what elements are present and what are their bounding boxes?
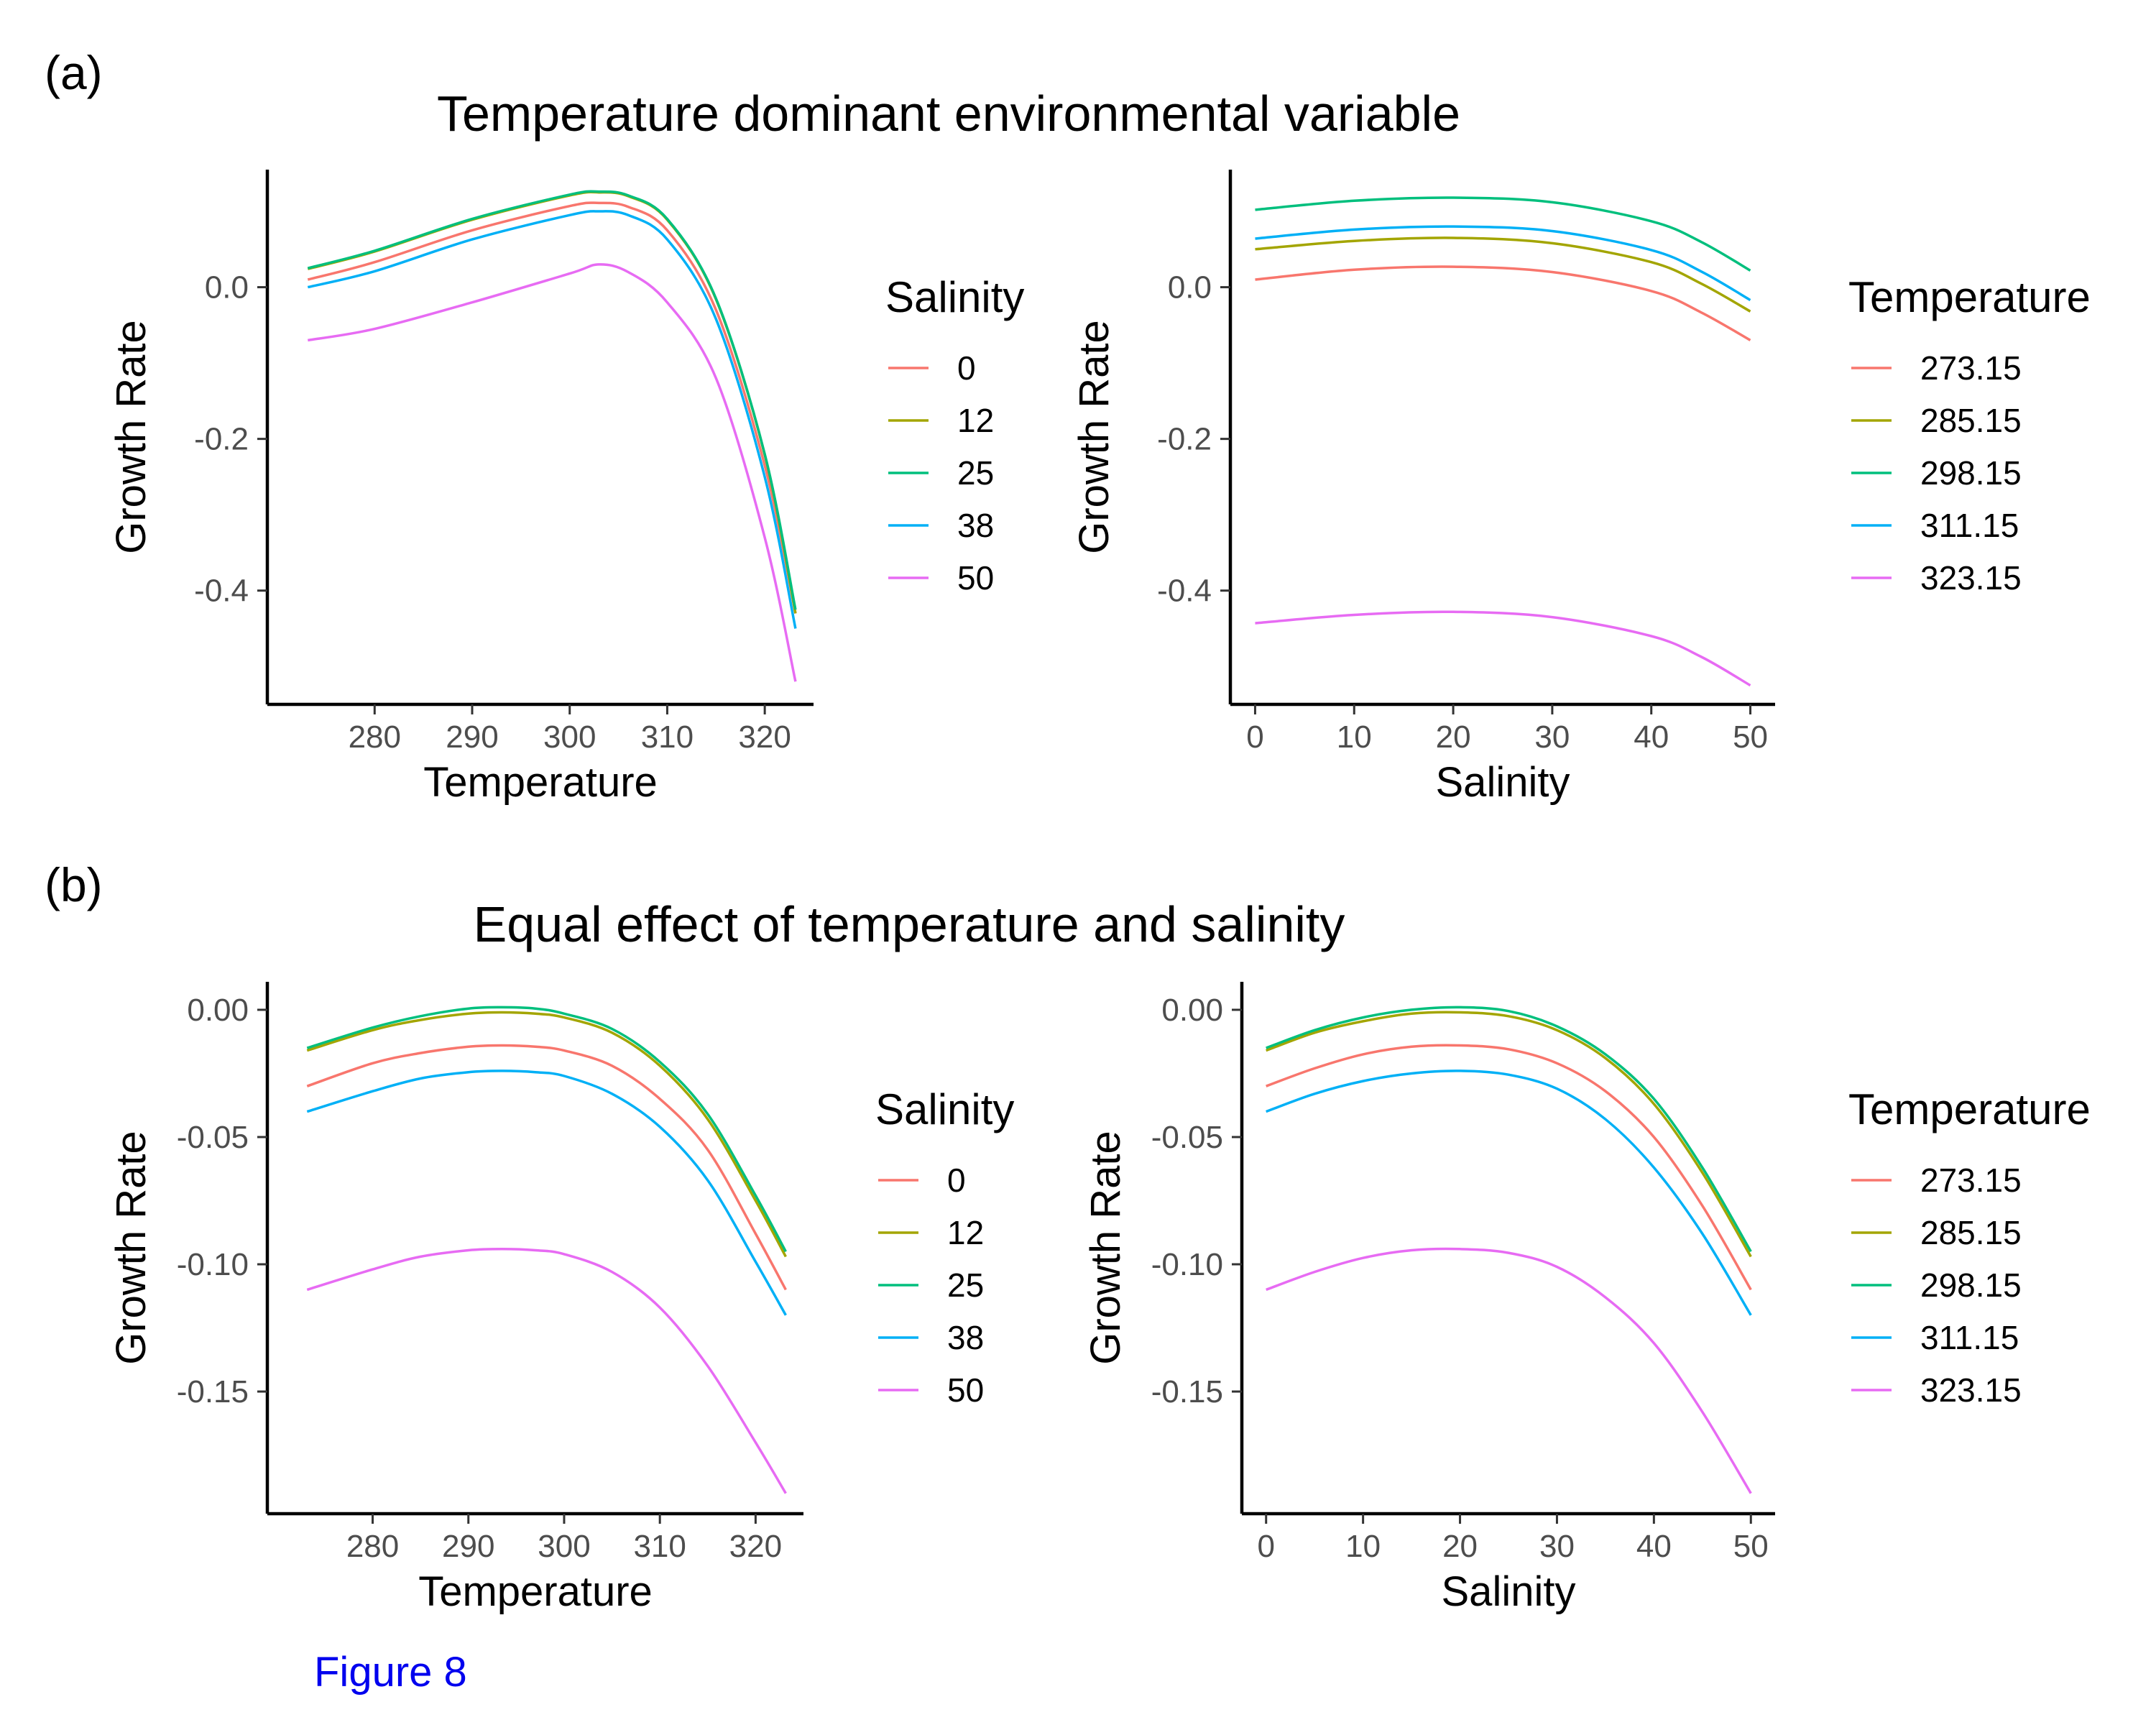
series-line-273.15 bbox=[1266, 1044, 1752, 1291]
chart-b-temperature: 280 290 300 310 320 0.00 -0.05 -0.10 -0.15 Temper… bbox=[108, 982, 1014, 1615]
x-tick-label: 0 bbox=[1246, 719, 1263, 755]
legend-item-label: 323.15 bbox=[1920, 559, 2022, 597]
series-line-298.15 bbox=[1255, 196, 1751, 272]
legend-item-label: 273.15 bbox=[1920, 349, 2022, 387]
x-tick-label: 20 bbox=[1442, 1529, 1478, 1564]
y-tick-label: 0.00 bbox=[1161, 993, 1223, 1028]
x-tick-label: 310 bbox=[641, 719, 694, 755]
panel-a-label: (a) bbox=[45, 46, 103, 99]
x-tick-label: 0 bbox=[1257, 1529, 1274, 1564]
legend-title: Salinity bbox=[875, 1085, 1014, 1133]
legend-item-label: 50 bbox=[957, 559, 994, 597]
legend-item-label: 0 bbox=[947, 1162, 966, 1199]
chart-b-salinity: 0 10 20 30 40 50 0.00 -0.05 -0.10 -0.15 Salinity Gr… bbox=[1082, 982, 2091, 1615]
y-tick-label: 0.0 bbox=[1168, 270, 1212, 305]
x-tick-label: 50 bbox=[1733, 1529, 1769, 1564]
legend-title: Temperature bbox=[1848, 273, 2091, 321]
x-tick-label: 30 bbox=[1534, 719, 1570, 755]
legend-item-label: 298.15 bbox=[1920, 1266, 2022, 1304]
legend-item-label: 285.15 bbox=[1920, 402, 2022, 439]
y-axis-title: Growth Rate bbox=[1082, 1131, 1129, 1365]
x-tick-label: 290 bbox=[446, 719, 498, 755]
x-tick-label: 310 bbox=[633, 1529, 686, 1564]
legend-item-label: 273.15 bbox=[1920, 1162, 2022, 1199]
chart-a-salinity: 0 10 20 30 40 50 0.0 -0.2 -0.4 Salinity Growth Rat… bbox=[1071, 170, 2091, 806]
series-line-311.15 bbox=[1266, 1070, 1752, 1316]
legend-item-label: 25 bbox=[957, 454, 994, 492]
legend-item-label: 12 bbox=[947, 1214, 984, 1251]
legend-title: Salinity bbox=[885, 273, 1024, 321]
series-line-25 bbox=[307, 190, 797, 610]
x-tick-label: 10 bbox=[1345, 1529, 1381, 1564]
series-line-323.15 bbox=[1266, 1247, 1752, 1494]
x-axis-title: Salinity bbox=[1436, 759, 1570, 806]
x-tick-label: 10 bbox=[1337, 719, 1372, 755]
y-axis-title: Growth Rate bbox=[1071, 320, 1118, 554]
y-tick-label: -0.10 bbox=[1151, 1247, 1223, 1282]
legend-item-label: 25 bbox=[947, 1266, 984, 1304]
x-tick-label: 40 bbox=[1636, 1529, 1672, 1564]
panel-b-title: Equal effect of temperature and salinity bbox=[474, 896, 1345, 952]
series-line-285.15 bbox=[1255, 236, 1751, 313]
legend-item-label: 12 bbox=[957, 402, 994, 439]
y-axis-title: Growth Rate bbox=[108, 320, 155, 554]
legend-item-label: 323.15 bbox=[1920, 1371, 2022, 1409]
legend-item-label: 285.15 bbox=[1920, 1214, 2022, 1251]
series-line-323.15 bbox=[1255, 610, 1751, 687]
legend-item-label: 50 bbox=[947, 1371, 984, 1409]
y-tick-label: 0.0 bbox=[205, 270, 249, 305]
legend-item-label: 38 bbox=[947, 1319, 984, 1356]
legend-item-label: 38 bbox=[957, 507, 994, 544]
chart-a-temperature: 280 290 300 310 320 0.0 -0.2 -0.4 Temperature Gro… bbox=[108, 170, 1024, 806]
legend-item-label: 311.15 bbox=[1920, 1319, 2019, 1356]
x-tick-label: 20 bbox=[1436, 719, 1471, 755]
y-tick-label: -0.2 bbox=[1157, 422, 1212, 457]
x-tick-label: 320 bbox=[738, 719, 791, 755]
panel-b-label: (b) bbox=[45, 858, 103, 911]
y-tick-label: -0.05 bbox=[177, 1120, 249, 1155]
x-tick-label: 40 bbox=[1634, 719, 1669, 755]
y-tick-label: -0.4 bbox=[1157, 574, 1212, 609]
series-line-285.15 bbox=[1266, 1011, 1752, 1258]
legend-item-label: 298.15 bbox=[1920, 454, 2022, 492]
series-line-311.15 bbox=[1255, 225, 1751, 302]
series-line-12 bbox=[306, 1011, 787, 1258]
x-tick-label: 280 bbox=[349, 719, 401, 755]
series-line-50 bbox=[306, 1248, 787, 1494]
panel-a-title: Temperature dominant environmental varia… bbox=[437, 86, 1460, 142]
series-line-0 bbox=[306, 1044, 787, 1291]
x-tick-label: 300 bbox=[543, 719, 596, 755]
series-line-50 bbox=[308, 263, 797, 682]
y-tick-label: -0.2 bbox=[194, 422, 249, 457]
y-tick-label: -0.05 bbox=[1151, 1120, 1223, 1155]
x-tick-label: 290 bbox=[442, 1529, 494, 1564]
y-tick-label: -0.15 bbox=[1151, 1374, 1223, 1409]
x-tick-label: 50 bbox=[1733, 719, 1768, 755]
x-tick-label: 30 bbox=[1539, 1529, 1575, 1564]
y-tick-label: -0.15 bbox=[177, 1374, 249, 1409]
y-tick-label: 0.00 bbox=[187, 993, 249, 1028]
x-axis-title: Salinity bbox=[1442, 1568, 1576, 1615]
x-tick-label: 320 bbox=[729, 1529, 782, 1564]
legend-item-label: 0 bbox=[957, 349, 976, 387]
y-axis-title: Growth Rate bbox=[108, 1131, 155, 1365]
series-line-38 bbox=[306, 1070, 787, 1316]
series-line-273.15 bbox=[1255, 265, 1751, 341]
x-tick-label: 300 bbox=[538, 1529, 590, 1564]
series-line-25 bbox=[306, 1006, 787, 1253]
series-line-0 bbox=[307, 201, 797, 614]
x-axis-title: Temperature bbox=[418, 1568, 653, 1615]
y-tick-label: -0.4 bbox=[194, 574, 249, 609]
x-axis-title: Temperature bbox=[423, 759, 658, 806]
figure-caption: Figure 8 bbox=[314, 1649, 467, 1696]
legend-item-label: 311.15 bbox=[1920, 507, 2019, 544]
legend-title: Temperature bbox=[1848, 1085, 2091, 1133]
series-line-38 bbox=[307, 210, 797, 629]
y-tick-label: -0.10 bbox=[177, 1247, 249, 1282]
series-line-12 bbox=[307, 190, 797, 614]
x-tick-label: 280 bbox=[346, 1529, 399, 1564]
series-line-298.15 bbox=[1266, 1006, 1752, 1253]
